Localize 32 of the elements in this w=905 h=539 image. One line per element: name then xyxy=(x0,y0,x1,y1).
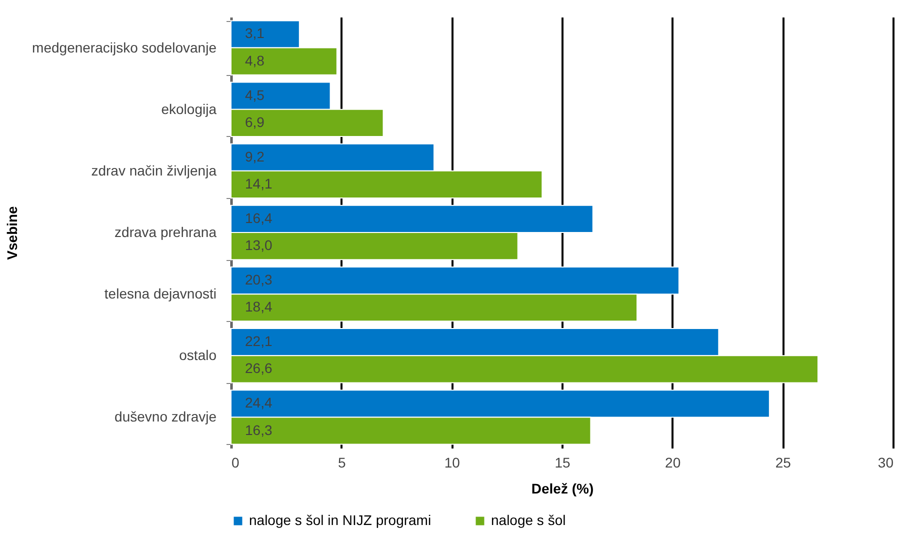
data-label: 26,6 xyxy=(245,360,272,376)
data-label: 4,5 xyxy=(245,86,265,103)
y-tick-label: ostalo xyxy=(179,347,217,364)
data-label: 22,1 xyxy=(245,333,272,350)
y-tick-label: telesna dejavnosti xyxy=(104,286,216,302)
data-label: 13,0 xyxy=(245,237,272,254)
y-tick-label: zdrav način življenja xyxy=(91,162,217,178)
y-axis-title: Vsebine xyxy=(4,206,20,260)
data-label: 3,1 xyxy=(245,25,265,42)
x-axis-title: Delež (%) xyxy=(531,480,594,496)
x-tick-label: 5 xyxy=(338,454,346,470)
data-label: 6,9 xyxy=(245,114,265,130)
legend-label: naloge s šol xyxy=(491,512,566,528)
x-tick-label: 25 xyxy=(775,454,792,470)
data-label: 20,3 xyxy=(245,272,272,288)
x-tick-label: 0 xyxy=(232,454,240,470)
data-label: 16,3 xyxy=(245,422,272,438)
y-tick-label: duševno zdravje xyxy=(114,408,217,425)
x-tick-label: 10 xyxy=(444,454,460,470)
x-tick-label: 15 xyxy=(554,454,570,470)
y-tick-label: ekologija xyxy=(161,100,217,117)
y-tick-label: medgeneracijsko sodelovanje xyxy=(32,39,217,56)
data-label: 16,4 xyxy=(245,210,272,226)
x-tick-label: 30 xyxy=(878,454,894,470)
x-tick-label: 20 xyxy=(665,454,681,470)
data-label: 4,8 xyxy=(245,52,265,68)
data-label: 14,1 xyxy=(245,175,272,192)
data-label: 9,2 xyxy=(245,148,265,164)
data-label: 18,4 xyxy=(245,298,272,315)
y-tick-label: zdrava prehrana xyxy=(114,224,217,240)
legend-label: naloge s šol in NIJZ programi xyxy=(249,512,432,528)
data-label: 24,4 xyxy=(245,394,272,411)
